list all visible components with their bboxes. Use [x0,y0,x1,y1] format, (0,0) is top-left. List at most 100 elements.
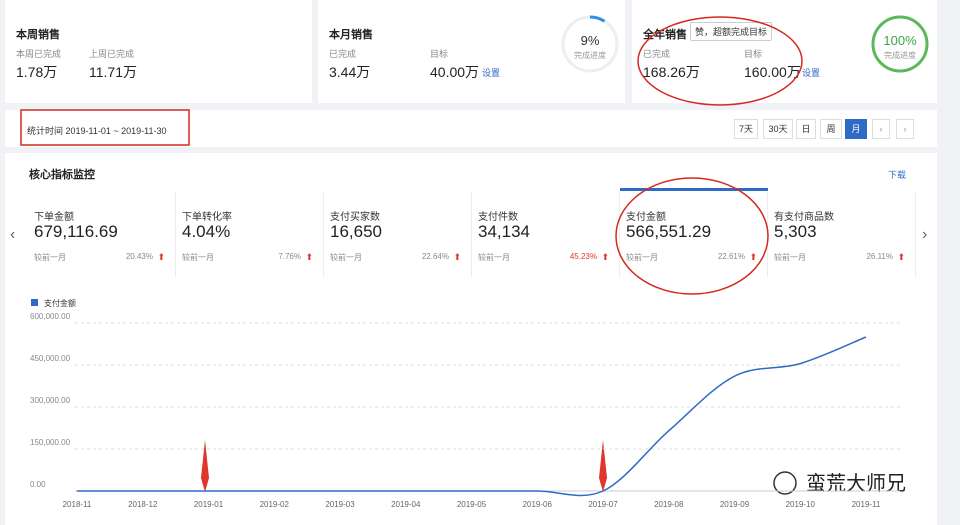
up-arrow: ⬆ [897,252,905,262]
annotation [637,16,803,106]
ring-caption: 完成进度 [574,50,606,60]
x-tick-label: 2018-12 [128,500,158,509]
value: 40.00万 [430,64,480,80]
metric-card: 支付金额 566,551.29 较前一月 22.61% ⬆ [620,188,768,277]
y-tick-label: 450,000.00 [30,354,71,363]
link[interactable]: 设置 [802,68,821,78]
metric-value: 34,134 [478,222,530,241]
watermark: 蛮荒大师兄 [806,472,906,495]
ring-progress [871,15,929,73]
watermark-icon [773,471,797,495]
arrow [599,440,607,492]
page-button[interactable]: ‹ [872,119,890,139]
metric-change: 26.11% [866,252,893,261]
metric-value: 4.04% [182,222,231,241]
label: 目标 [744,49,763,59]
card: 本周销售 本周已完成 1.78万 上周已完成 11.71万 [5,0,312,103]
x-tick-label: 2019-11 [852,500,881,509]
x-tick-label: 2019-05 [457,500,487,509]
x-tick-label: 2019-04 [391,500,421,509]
metric-compare: 较前一月 [330,253,362,262]
x-tick-label: 2019-02 [260,500,290,509]
y-tick-label: 600,000.00 [30,312,71,321]
x-tick-label: 2019-07 [588,500,618,509]
card-title: 全年销售 [643,29,687,41]
badge: 赞，超额完成目标 [690,22,773,41]
metric-change: 7.76% [278,252,301,261]
legend-swatch [31,299,38,306]
active-bar [620,188,768,191]
metric-compare: 较前一月 [478,253,510,262]
card: 全年销售 赞，超额完成目标 已完成 168.26万 目标 160.00万 设置 [632,0,937,103]
y-tick-label: 0.00 [30,480,46,489]
metric-label: 有支付商品数 [774,212,834,223]
x-tick-label: 2019-08 [654,500,684,509]
up-arrow: ⬆ [601,252,609,262]
metric-label: 支付买家数 [330,212,380,223]
card-title: 本月销售 [329,29,373,41]
up-arrow: ⬆ [749,252,757,262]
series-line [76,336,867,497]
value: 3.44万 [329,64,371,80]
x-tick-label: 2019-03 [325,500,355,509]
annotation [615,177,769,295]
metric-value: 566,551.29 [626,222,712,241]
metric-change: 22.61% [717,252,745,261]
y-tick-label: 150,000.00 [30,438,71,447]
up-arrow: ⬆ [305,252,313,262]
metric-value: 679,116.69 [34,222,118,241]
up-arrow: ⬆ [453,252,461,262]
ring-progress [561,15,619,73]
value: 160.00万 [744,64,801,80]
metric-compare: 较前一月 [182,253,214,262]
metric-label: 下单转化率 [182,212,232,223]
x-tick-label: 2019-06 [523,500,553,509]
ring-caption: 完成进度 [884,50,916,60]
annotation [20,109,190,146]
value: 168.26万 [643,64,700,80]
metric-change: 20.43% [125,252,153,261]
panel-title: 核心指标监控 [29,169,95,181]
card-title: 本周销售 [16,29,60,41]
range-button[interactable]: 日 [796,119,816,139]
label: 上周已完成 [89,49,135,59]
range-button[interactable]: 月 [845,119,867,139]
prev[interactable]: ‹ [10,226,16,243]
range-button[interactable]: 7天 [734,119,758,139]
metric-compare: 较前一月 [626,253,658,262]
up-arrow: ⬆ [157,252,165,262]
metric-card: 下单金额 679,116.69 较前一月 20.43% ⬆ [28,192,176,277]
ring-label: 100% [883,33,917,48]
metric-change: 22.64% [421,252,449,261]
x-tick-label: 2019-10 [786,500,816,509]
value: 11.71万 [89,64,137,80]
legend-label: 支付金额 [44,298,76,308]
label: 已完成 [329,49,357,59]
metric-compare: 较前一月 [34,253,66,262]
metric-card: 有支付商品数 5,303 较前一月 26.11% ⬆ [768,192,916,277]
link[interactable]: 设置 [482,68,501,78]
metric-value: 16,650 [330,222,382,241]
download[interactable]: 下载 [888,170,907,180]
metric-card: 下单转化率 4.04% 较前一月 7.76% ⬆ [176,192,324,277]
metric-card: 支付买家数 16,650 较前一月 22.64% ⬆ [324,192,472,277]
next[interactable]: › [922,226,928,243]
date-range: 统计时间 2019-11-01 ~ 2019-11-30 [27,126,167,136]
label: 本周已完成 [16,49,62,59]
metric-label: 支付件数 [478,212,518,223]
metric-card: 支付件数 34,134 较前一月 45.23% ⬆ [472,192,620,277]
card: 本月销售 已完成 3.44万 目标 40.00万 设置 [318,0,625,103]
metric-compare: 较前一月 [774,253,806,262]
x-tick-label: 2018-11 [63,500,92,509]
range-button[interactable]: 周 [820,119,842,139]
metric-label: 支付金额 [626,212,666,223]
page-button[interactable]: › [896,119,914,139]
metric-label: 下单金额 [34,212,74,223]
label: 已完成 [643,49,671,59]
value: 1.78万 [16,64,58,80]
range-button[interactable]: 30天 [763,119,793,139]
metric-change: 45.23% [569,252,597,261]
ring-label: 9% [581,33,600,48]
